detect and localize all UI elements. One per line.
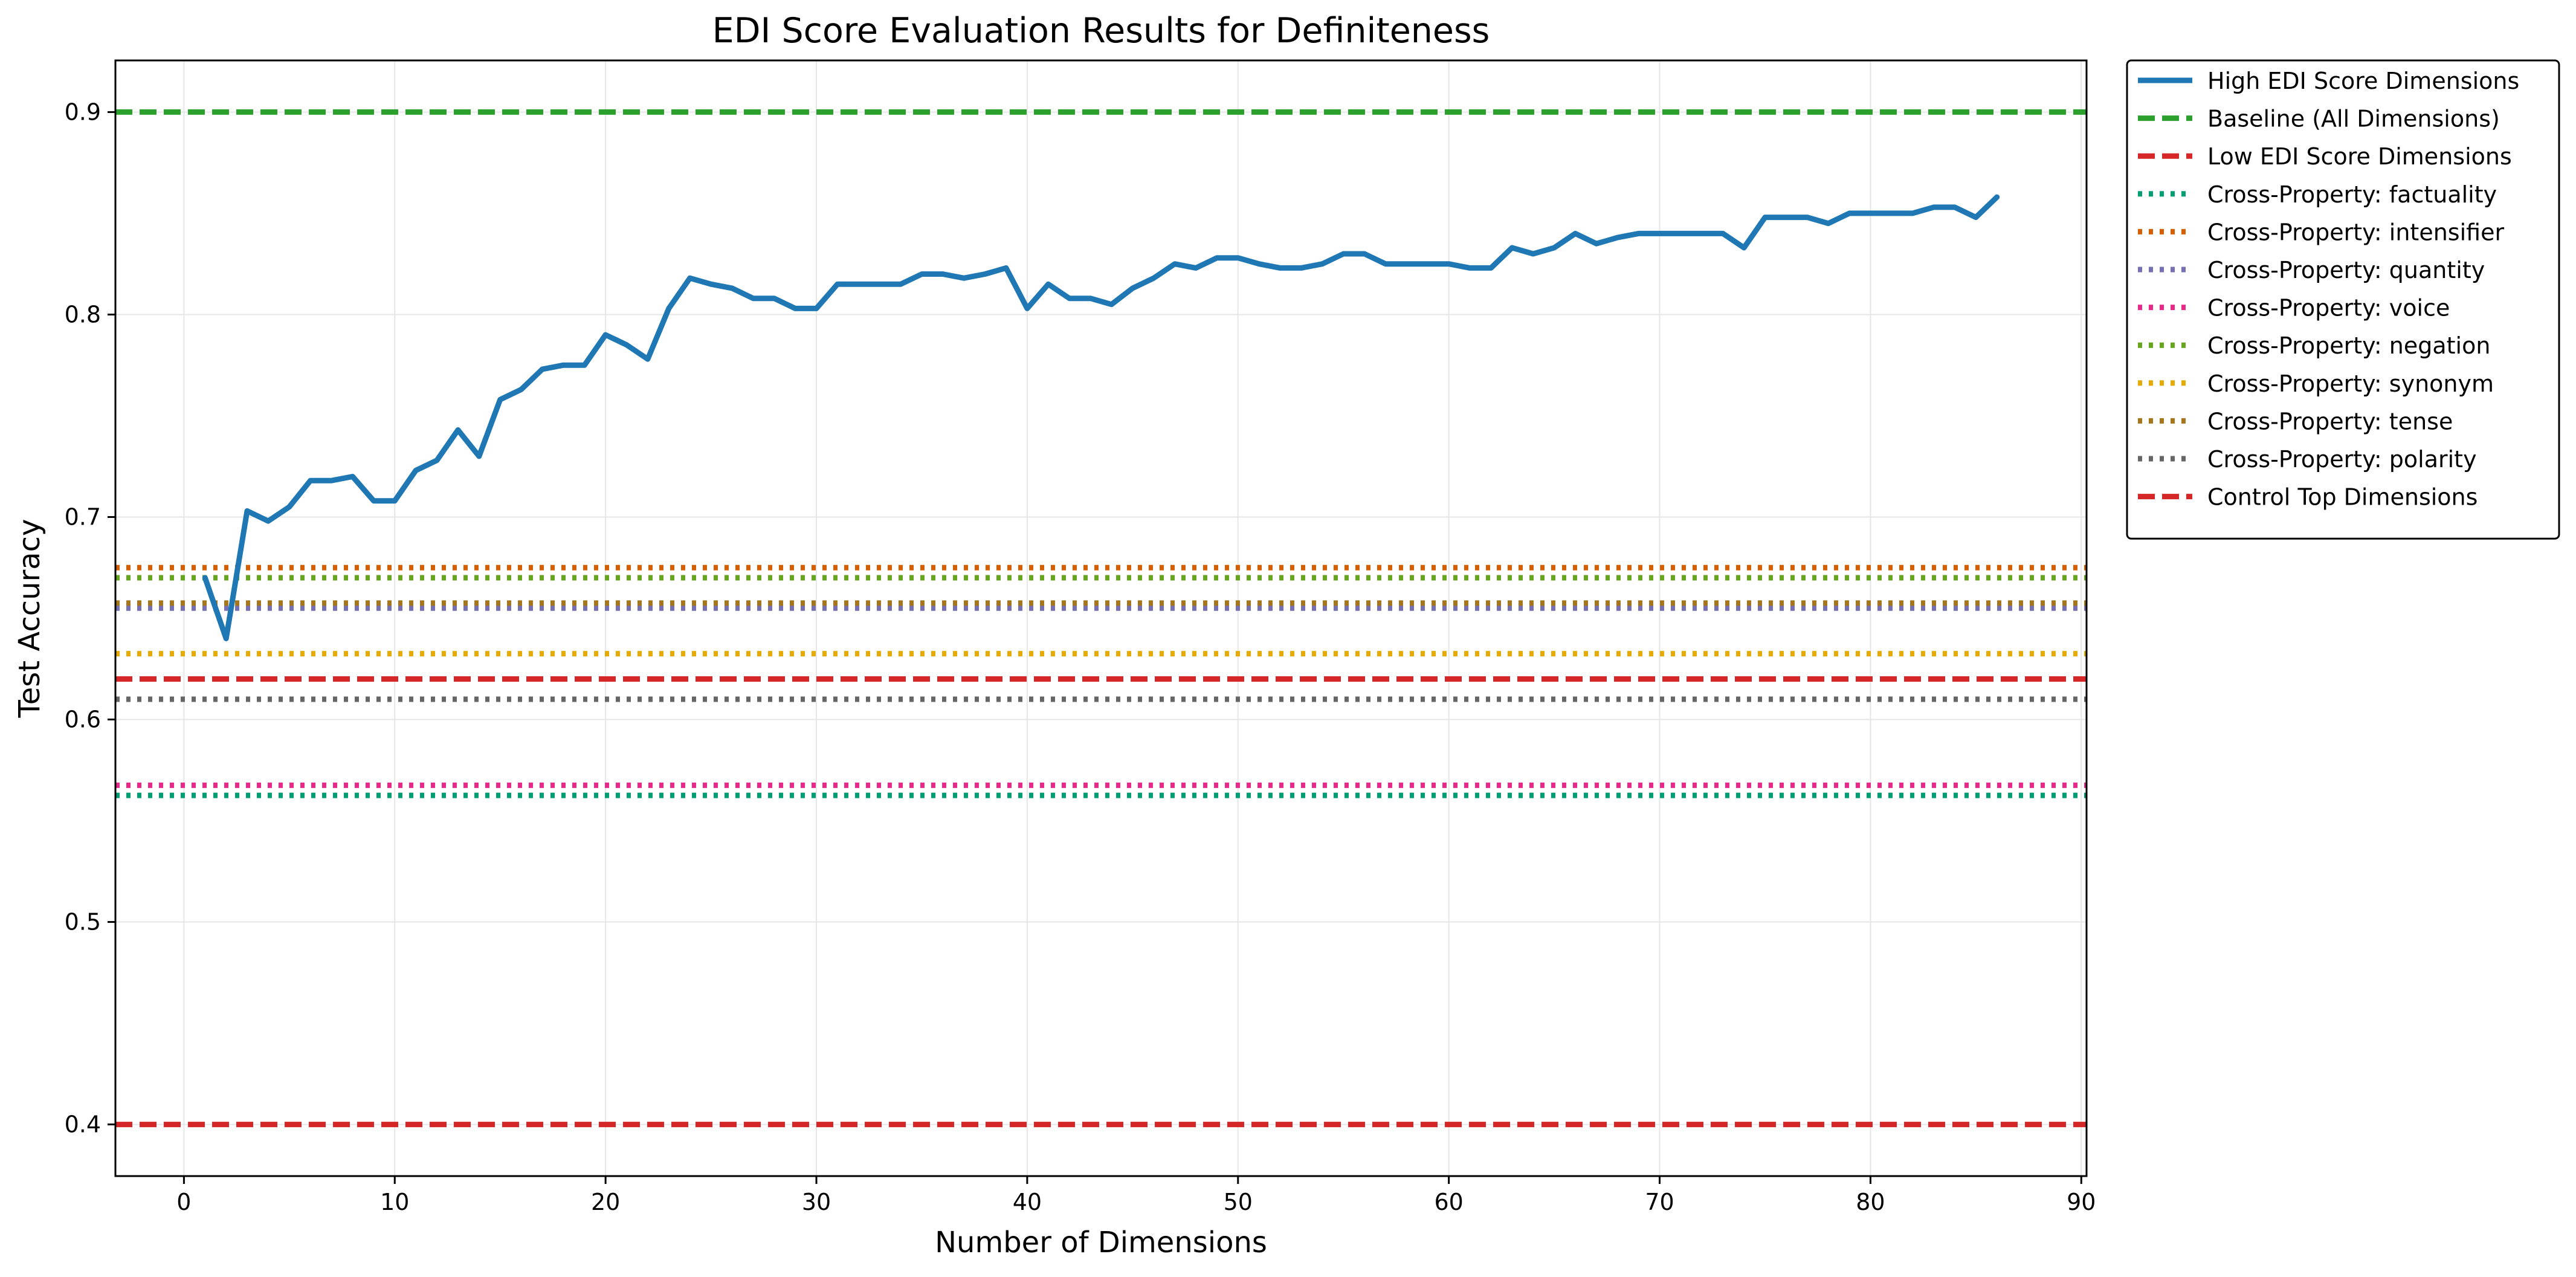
y-tick-label: 0.4 xyxy=(65,1111,101,1138)
y-tick-label: 0.8 xyxy=(65,301,101,328)
legend-label: Low EDI Score Dimensions xyxy=(2207,143,2512,170)
x-tick-label: 80 xyxy=(1856,1189,1885,1215)
legend-label: Cross-Property: negation xyxy=(2207,332,2490,359)
x-axis-ticks: 0 10 20 30 40 50 60 70 80 90 xyxy=(176,1176,2096,1215)
x-tick-label: 60 xyxy=(1434,1189,1463,1215)
y-tick-label: 0.5 xyxy=(65,909,101,936)
x-tick-label: 20 xyxy=(591,1189,620,1215)
legend-label: High EDI Score Dimensions xyxy=(2207,68,2519,94)
y-tick-label: 0.7 xyxy=(65,503,101,530)
reference-lines xyxy=(115,109,2087,1128)
y-tick-label: 0.6 xyxy=(65,706,101,733)
plot-frame xyxy=(114,59,2088,1177)
x-tick-label: 40 xyxy=(1013,1189,1042,1215)
y-axis-ticks: 0.4 0.5 0.6 0.7 0.8 0.9 xyxy=(65,99,115,1138)
legend-box xyxy=(2126,59,2560,540)
legend-label: Baseline (All Dimensions) xyxy=(2207,106,2500,132)
x-axis-label: Number of Dimensions xyxy=(935,1226,1267,1259)
x-tick-label: 90 xyxy=(2067,1189,2096,1215)
y-tick-label: 0.9 xyxy=(65,99,101,125)
x-tick-label: 50 xyxy=(1224,1189,1253,1215)
y-axis-label: Test Accuracy xyxy=(13,519,47,719)
legend-label: Cross-Property: synonym xyxy=(2207,370,2494,397)
legend: High EDI Score Dimensions Baseline (All D… xyxy=(2126,59,2560,540)
legend-label: Cross-Property: polarity xyxy=(2207,446,2477,473)
legend-label: Cross-Property: tense xyxy=(2207,408,2453,435)
series-line-high-edi-score-dimensions xyxy=(202,194,2000,641)
series-lines xyxy=(202,194,2000,641)
x-tick-label: 70 xyxy=(1645,1189,1674,1215)
x-tick-label: 0 xyxy=(176,1189,191,1215)
legend-label: Control Top Dimensions xyxy=(2207,484,2478,511)
legend-label: Cross-Property: quantity xyxy=(2207,257,2485,283)
chart-title: EDI Score Evaluation Results for Definit… xyxy=(712,11,1490,51)
legend-label: Cross-Property: voice xyxy=(2207,295,2450,322)
x-tick-label: 30 xyxy=(802,1189,831,1215)
legend-label: Cross-Property: factuality xyxy=(2207,181,2497,208)
legend-label: Cross-Property: intensifier xyxy=(2207,219,2504,245)
x-tick-label: 10 xyxy=(380,1189,409,1215)
